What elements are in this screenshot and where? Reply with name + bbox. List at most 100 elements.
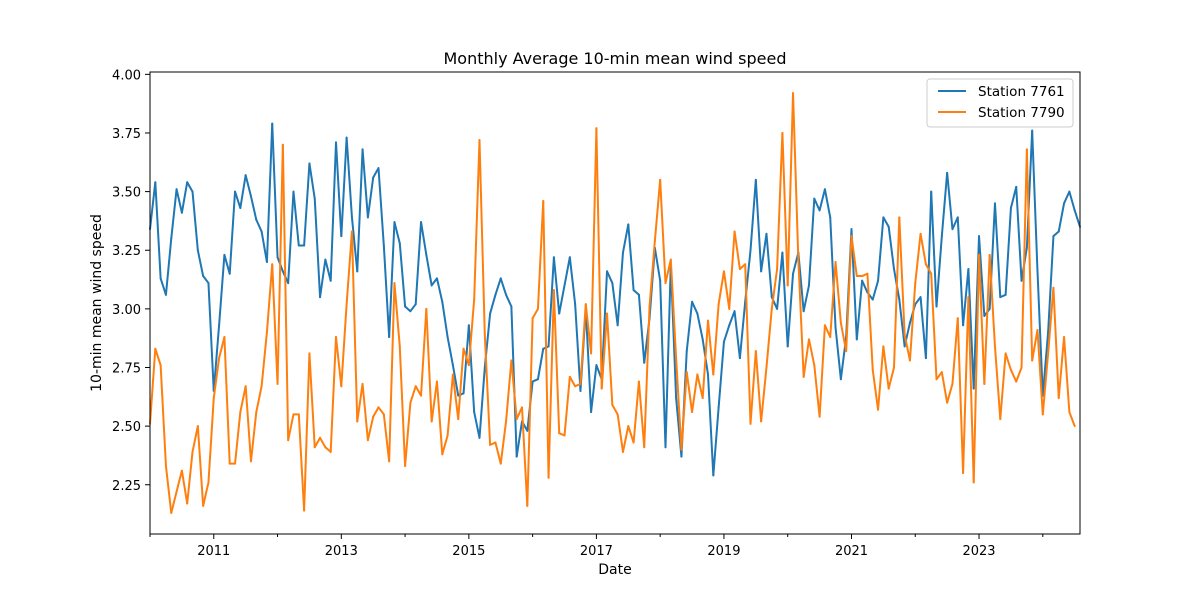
series-segment	[946, 171, 954, 231]
series-segment	[648, 239, 656, 308]
series-segment	[170, 490, 178, 514]
series-segment	[1047, 235, 1055, 334]
series-segment	[446, 336, 454, 367]
series-segment	[260, 230, 268, 263]
series-segment	[319, 258, 327, 299]
axes-frame	[149, 71, 1081, 535]
series-segment	[813, 197, 821, 212]
series-segment	[398, 345, 407, 467]
x-tick-label: 2019	[707, 544, 740, 559]
series-segment	[164, 464, 173, 514]
series-segment	[494, 441, 502, 465]
series-segment	[802, 338, 810, 378]
series-segment	[653, 178, 662, 242]
series-segment	[712, 303, 720, 376]
series-segment	[829, 260, 837, 339]
series-segment	[297, 413, 306, 512]
series-segment	[978, 253, 986, 385]
series-segment	[558, 284, 566, 315]
series-segment	[420, 221, 428, 256]
series-segment	[691, 373, 699, 414]
series-segment	[1015, 366, 1023, 383]
series-segment	[175, 469, 183, 493]
series-segment	[802, 284, 810, 313]
series-segment	[404, 305, 412, 313]
series-station-7790	[149, 92, 1076, 514]
series-layer	[149, 92, 1081, 514]
series-segment	[1068, 411, 1076, 428]
series-segment	[505, 293, 513, 308]
series-segment	[536, 199, 545, 310]
series-segment	[871, 279, 880, 301]
series-segment	[1052, 286, 1060, 399]
series-segment	[993, 345, 1002, 421]
series-segment	[345, 230, 353, 306]
series-segment	[377, 167, 385, 247]
series-segment	[919, 232, 927, 266]
series-segment	[807, 197, 816, 287]
y-tick-label: 2.50	[112, 420, 141, 435]
y-tick-label: 4.00	[112, 68, 141, 83]
series-segment	[887, 225, 895, 270]
series-segment	[281, 143, 290, 442]
series-segment	[180, 469, 189, 505]
series-segment	[962, 296, 970, 475]
series-segment	[632, 380, 640, 444]
series-segment	[382, 244, 391, 339]
series-segment	[728, 310, 736, 327]
series-segment	[568, 256, 577, 306]
series-segment	[398, 242, 407, 308]
series-segment	[1015, 185, 1023, 282]
series-segment	[807, 338, 816, 367]
series-segment	[244, 385, 252, 463]
series-segment	[207, 282, 215, 392]
series-segment	[451, 373, 460, 421]
series-segment	[361, 148, 369, 219]
series-segment	[956, 317, 965, 475]
series-segment	[834, 260, 842, 324]
series-segment	[414, 221, 423, 306]
series-segment	[271, 122, 279, 259]
series-segment	[818, 188, 826, 212]
series-segment	[313, 436, 322, 449]
series-segment	[691, 300, 699, 315]
series-segment	[499, 277, 508, 296]
series-segment	[627, 223, 635, 292]
series-segment	[930, 272, 938, 381]
series-segment	[584, 307, 593, 414]
series-segment	[255, 385, 263, 414]
series-segment	[563, 256, 571, 287]
series-segment	[962, 267, 970, 327]
series-segment	[749, 178, 757, 252]
series-segment	[786, 272, 795, 348]
series-segment	[606, 312, 614, 407]
series-segment	[611, 282, 619, 327]
series-segment	[308, 162, 316, 200]
series-segment	[786, 92, 795, 287]
series-segment	[930, 190, 938, 308]
series-segment	[781, 131, 789, 287]
series-segment	[255, 218, 263, 233]
series-segment	[972, 253, 981, 484]
series-segment	[621, 223, 630, 254]
series-segment	[494, 277, 502, 296]
x-axis: 2011 2013 2015 2017 2019 2021 2023	[149, 534, 1044, 559]
x-tick-label: 2015	[452, 544, 485, 559]
series-segment	[722, 324, 731, 343]
series-segment	[877, 216, 885, 282]
series-segment	[441, 300, 449, 339]
series-segment	[1009, 368, 1018, 383]
series-segment	[287, 190, 295, 285]
series-segment	[212, 357, 221, 399]
series-segment	[473, 411, 481, 439]
x-axis-title: Date	[598, 562, 631, 578]
series-segment	[313, 197, 322, 299]
series-segment	[616, 251, 624, 327]
series-segment	[409, 385, 417, 404]
series-segment	[675, 357, 683, 451]
series-segment	[978, 235, 986, 317]
series-segment	[526, 317, 534, 507]
series-segment	[1025, 129, 1034, 249]
series-segment	[366, 415, 375, 442]
y-tick-label: 2.25	[112, 479, 141, 494]
